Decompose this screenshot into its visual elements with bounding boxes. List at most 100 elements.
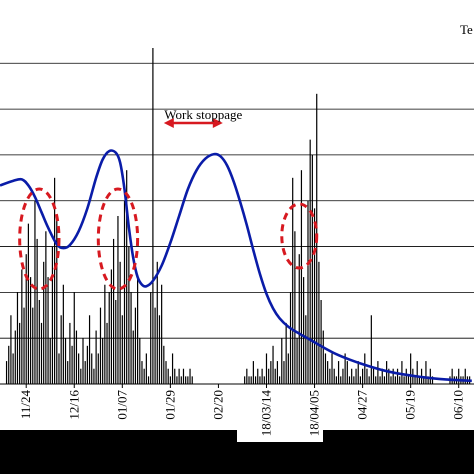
bar: [84, 361, 86, 384]
x-tick-label: 12/16: [66, 390, 81, 420]
bar: [333, 368, 335, 384]
bar: [427, 376, 429, 384]
bar: [34, 200, 36, 384]
bar: [388, 368, 390, 384]
bar: [56, 216, 58, 384]
bar: [126, 170, 128, 384]
x-tick-label: 04/27: [355, 390, 370, 420]
bar: [464, 368, 466, 384]
bar: [342, 368, 344, 384]
bar: [248, 376, 250, 384]
highlight-ellipse: [18, 187, 61, 291]
bar: [298, 254, 300, 384]
bar: [121, 315, 123, 384]
bar: [165, 361, 167, 384]
bar: [5, 361, 8, 384]
bar: [54, 177, 56, 384]
bar: [335, 376, 337, 384]
x-tick-label: 01/07: [114, 390, 129, 420]
curve-series: [0, 149, 472, 383]
bar: [43, 261, 45, 384]
bar: [93, 368, 95, 384]
bar: [359, 376, 362, 384]
bar: [108, 292, 110, 384]
bar: [261, 368, 263, 384]
bar: [69, 322, 71, 384]
bar: [86, 345, 88, 384]
bar: [399, 376, 401, 384]
x-tick-label: 06/10: [451, 390, 466, 420]
bar: [47, 277, 49, 384]
bar: [423, 376, 425, 384]
bar: [97, 353, 99, 384]
x-tick-label: 01/29: [162, 390, 177, 420]
bar: [106, 322, 108, 384]
bar: [189, 368, 191, 384]
bar: [252, 361, 254, 384]
bar: [259, 376, 261, 384]
bar: [355, 368, 357, 384]
bar: [40, 322, 43, 384]
bar: [364, 353, 366, 384]
bar: [425, 361, 427, 384]
bar: [119, 261, 121, 384]
bar: [154, 307, 156, 384]
bar: [60, 315, 62, 384]
work-stoppage-annotation: Work stoppage: [163, 107, 243, 128]
bar: [375, 376, 377, 384]
bar: [410, 353, 412, 384]
bar: [182, 368, 185, 384]
bar: [75, 330, 78, 384]
bar: [383, 376, 386, 384]
band-left: [0, 430, 237, 474]
bar: [372, 368, 375, 384]
bar: [51, 246, 54, 384]
bar: [327, 361, 329, 384]
bar: [64, 338, 67, 384]
bar: [49, 338, 51, 384]
bar: [272, 345, 274, 384]
arrowhead-left: [163, 118, 174, 128]
bar: [366, 368, 368, 384]
bar: [115, 300, 117, 384]
bar: [71, 345, 73, 384]
bar: [263, 376, 265, 384]
bar: [141, 361, 143, 384]
bar: [416, 361, 418, 384]
bar: [414, 376, 416, 384]
bar: [16, 292, 19, 384]
bar: [322, 330, 324, 384]
bar: [23, 307, 25, 384]
arrowhead-right: [212, 118, 223, 128]
bar: [246, 368, 248, 384]
bar: [27, 223, 29, 384]
bar: [130, 292, 132, 384]
bar: [292, 177, 294, 384]
bar: [12, 353, 14, 384]
bar: [305, 315, 307, 384]
bar: [14, 330, 16, 384]
bar: [381, 368, 383, 384]
bar: [91, 353, 93, 384]
bar: [36, 238, 38, 384]
bar: [19, 322, 21, 384]
bar: [451, 368, 453, 384]
bar: [281, 338, 283, 384]
bar: [407, 376, 410, 384]
bar: [150, 292, 152, 384]
bar: [145, 353, 147, 384]
highlight-ellipse: [280, 202, 319, 270]
bar: [163, 345, 165, 384]
bar: [132, 330, 134, 384]
bar: [185, 376, 187, 384]
bar: [67, 361, 69, 384]
bar: [303, 277, 305, 384]
bar: [403, 376, 405, 384]
bar: [137, 277, 139, 384]
bar: [187, 376, 189, 384]
bar: [368, 376, 370, 384]
bar: [318, 261, 320, 384]
bar: [171, 353, 174, 384]
bar: [348, 376, 351, 384]
curve-line: [0, 149, 472, 383]
